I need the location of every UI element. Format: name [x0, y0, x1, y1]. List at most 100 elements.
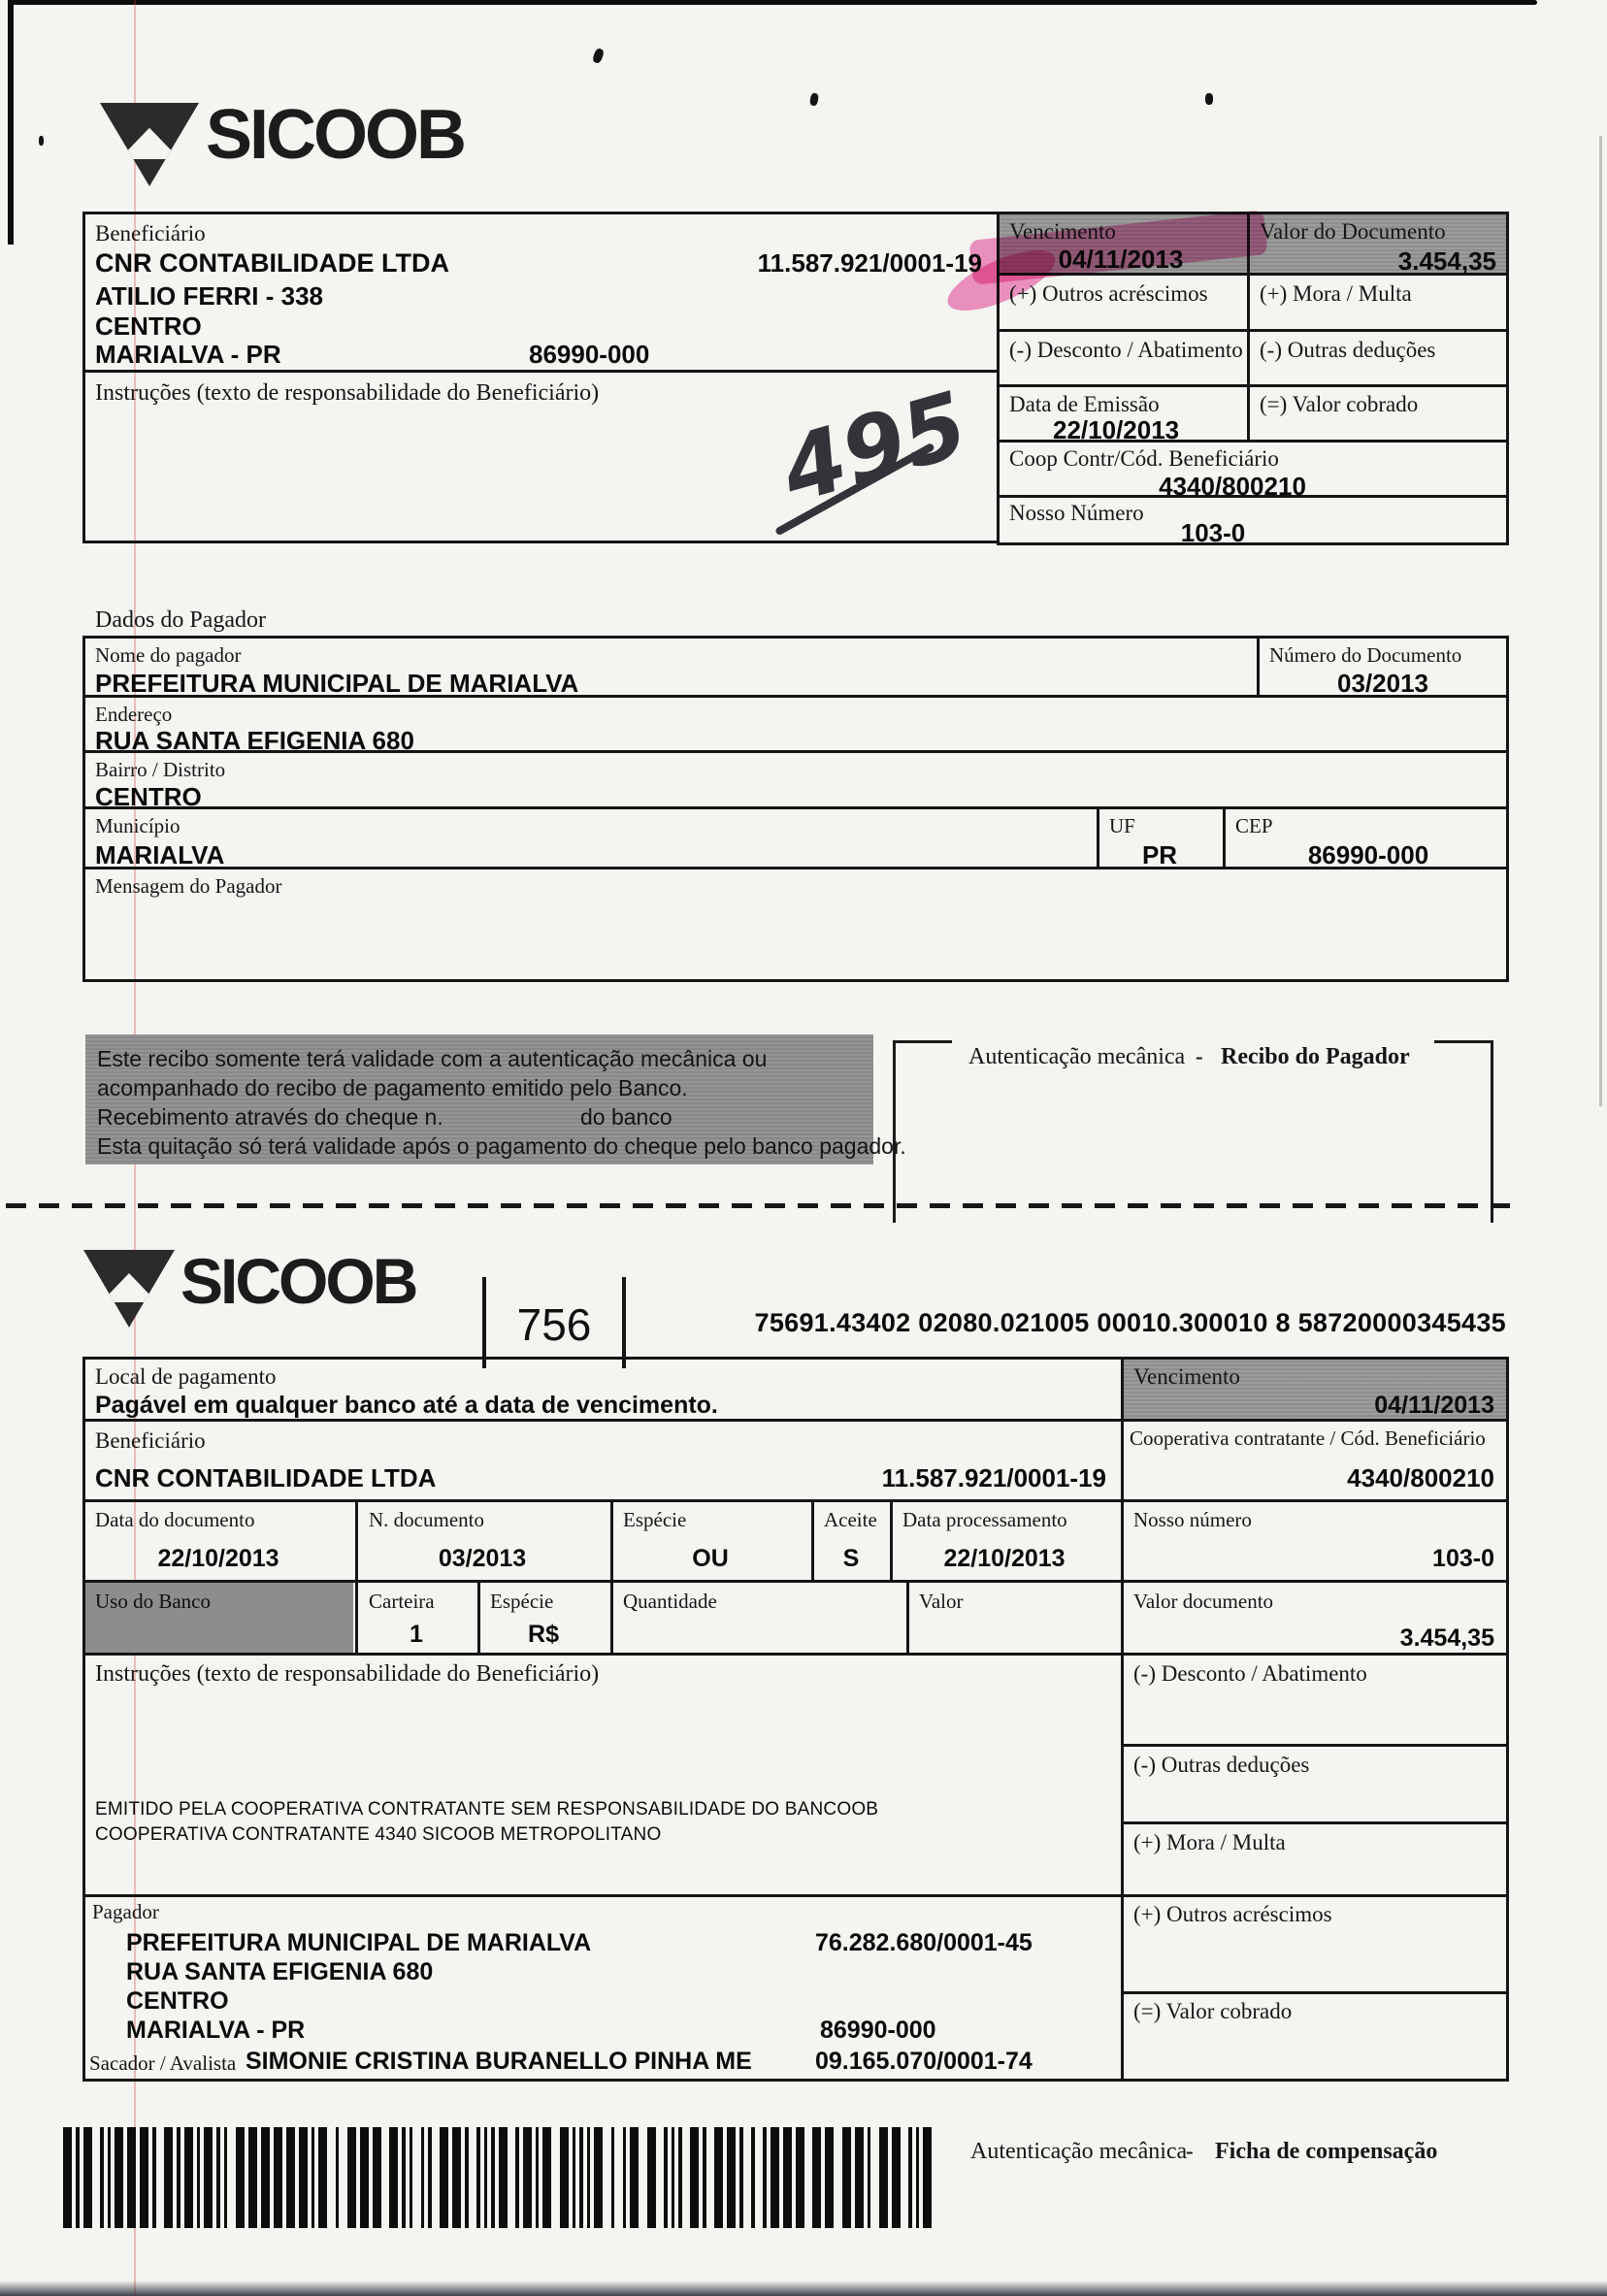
ficha-valor-cobrado-label: (=) Valor cobrado [1133, 1999, 1293, 2023]
uf-label: UF [1109, 814, 1135, 837]
valor-cobrado-label: (=) Valor cobrado [1260, 392, 1419, 416]
ficha-row-line [82, 1894, 1124, 1897]
ficha-desconto-label: (-) Desconto / Abatimento [1133, 1661, 1367, 1686]
aviso-linha: Este recibo somente terá validade com a … [97, 1046, 768, 1071]
aceite-label: Aceite [824, 1508, 877, 1531]
municipio-label: Município [95, 814, 180, 837]
barcode [63, 2127, 932, 2228]
sicoob-logo-text: SICOOB [180, 1245, 418, 1317]
n-documento-label: N. documento [369, 1508, 484, 1531]
aviso-linha: Recebimento através do cheque n. [97, 1104, 443, 1130]
recibo-aviso-box [85, 1034, 873, 1164]
bank-code-bar [622, 1277, 626, 1368]
recibo-col-line [1247, 212, 1250, 440]
ficha-compensacao-title: Ficha de compensação [1215, 2139, 1438, 2164]
ficha-row-line [1121, 1744, 1509, 1747]
recibo-pagador-title: Recibo do Pagador [1221, 1044, 1410, 1069]
perforation-line [6, 1203, 1510, 1208]
corner-bracket-right [1434, 1040, 1493, 1223]
beneficiario-bairro: CENTRO [95, 312, 202, 341]
sicoob-logo-inner-triangle [100, 1273, 158, 1303]
emitido-linha: COOPERATIVA CONTRATANTE 4340 SICOOB METR… [95, 1824, 662, 1845]
mensagem-pagador-label: Mensagem do Pagador [95, 874, 282, 898]
recibo-beneficiario-divider [82, 370, 1000, 373]
nosso-numero-value: 103-0 [1180, 518, 1246, 547]
cep-label: CEP [1235, 814, 1273, 837]
bairro-value: CENTRO [95, 782, 202, 811]
nome-pagador-value: PREFEITURA MUNICIPAL DE MARIALVA [95, 669, 579, 698]
ficha-nosso-numero-label: Nosso número [1133, 1508, 1252, 1531]
ficha-nosso-numero-value: 103-0 [1432, 1545, 1494, 1572]
especie-label: Espécie [623, 1508, 687, 1531]
emitido-linha: EMITIDO PELA COOPERATIVA CONTRATANTE SEM… [95, 1799, 879, 1820]
ficha-pagador-cep: 86990-000 [820, 2017, 936, 2044]
scan-edge-bottom [0, 2280, 1607, 2296]
ink-speck [39, 136, 44, 146]
data-processamento-label: Data processamento [902, 1508, 1067, 1531]
ficha-row-line [1121, 1821, 1509, 1824]
ficha-coop-value: 4340/800210 [1347, 1463, 1494, 1492]
ink-speck [808, 92, 820, 107]
sicoob-logo-icon [100, 103, 199, 186]
dados-pagador-label: Dados do Pagador [95, 607, 266, 633]
sacador-label: Sacador / Avalista [89, 2051, 237, 2075]
sicoob-logo-inner-triangle [118, 127, 180, 160]
instrucoes-label: Instruções (texto de responsabilidade do… [95, 380, 600, 406]
scan-edge-left [8, 0, 14, 245]
ficha-instrucoes-label: Instruções (texto de responsabilidade do… [95, 1661, 600, 1687]
ficha-col-line [355, 1499, 358, 1653]
scan-edge-right [1599, 136, 1602, 1106]
n-documento-value: 03/2013 [438, 1545, 527, 1572]
valor-documento-label: Valor documento [1133, 1590, 1274, 1613]
ficha-table [82, 1357, 1509, 2082]
dados-row-line [82, 750, 1509, 753]
endereco-label: Endereço [95, 703, 173, 726]
ficha-pagador-label: Pagador [92, 1900, 159, 1923]
ficha-outras-deducoes-label: (-) Outras deduções [1133, 1753, 1310, 1777]
beneficiario-cnpj: 11.587.921/0001-19 [757, 248, 982, 278]
cep-value: 86990-000 [1307, 840, 1429, 869]
dados-row-line [82, 806, 1509, 809]
autenticacao-mecanica-label: Autenticação mecânica [968, 1044, 1186, 1069]
ficha-col-line [610, 1499, 613, 1653]
autenticacao-mecanica-label: Autenticação mecânica [970, 2139, 1188, 2164]
sacador-cnpj: 09.165.070/0001-74 [815, 2048, 1033, 2075]
ficha-pagador-nome: PREFEITURA MUNICIPAL DE MARIALVA [126, 1929, 592, 1956]
ficha-pagador-bairro: CENTRO [126, 1987, 229, 2015]
ficha-col-line [890, 1499, 893, 1580]
recibo-row-line [997, 495, 1509, 498]
dados-row-line [82, 867, 1509, 869]
data-documento-label: Data do documento [95, 1508, 255, 1531]
carteira-value: 1 [410, 1621, 423, 1648]
ink-speck [1205, 93, 1213, 105]
ficha-valor-documento-value: 3.454,35 [1399, 1624, 1494, 1652]
data-documento-value: 22/10/2013 [157, 1545, 279, 1572]
dados-col-line [1223, 806, 1226, 869]
uf-value: PR [1141, 840, 1178, 869]
valor-documento-label: Valor do Documento [1260, 219, 1446, 244]
valor-label: Valor [919, 1590, 964, 1613]
bank-code: 756 [516, 1299, 592, 1350]
mora-multa-label: (+) Mora / Multa [1260, 281, 1412, 306]
local-pagamento-value: Pagável em qualquer banco até a data de … [95, 1392, 718, 1419]
desconto-label: (-) Desconto / Abatimento [1009, 338, 1243, 362]
bank-code-bar [482, 1277, 486, 1368]
outras-deducoes-label: (-) Outras deduções [1260, 338, 1436, 362]
ficha-row-line [82, 1499, 1509, 1502]
data-processamento-value: 22/10/2013 [943, 1545, 1066, 1572]
aceite-value: S [842, 1545, 860, 1572]
bairro-label: Bairro / Distrito [95, 758, 226, 781]
ficha-outros-acrescimos-label: (+) Outros acréscimos [1133, 1902, 1332, 1926]
recibo-row-line [997, 384, 1509, 387]
ficha-mora-multa-label: (+) Mora / Multa [1133, 1830, 1286, 1854]
separador: - [1186, 2139, 1194, 2163]
sicoob-logo-text: SICOOB [206, 96, 467, 174]
especie-value: OU [692, 1545, 729, 1572]
nome-pagador-label: Nome do pagador [95, 643, 242, 667]
uso-banco-gray [85, 1583, 353, 1653]
ficha-coop-label: Cooperativa contratante / Cód. Beneficiá… [1130, 1427, 1486, 1450]
uso-banco-label: Uso do Banco [95, 1590, 211, 1613]
ficha-vencimento-label: Vencimento [1133, 1364, 1240, 1389]
numero-documento-value: 03/2013 [1337, 669, 1428, 698]
ficha-vencimento-gray [1124, 1360, 1506, 1419]
